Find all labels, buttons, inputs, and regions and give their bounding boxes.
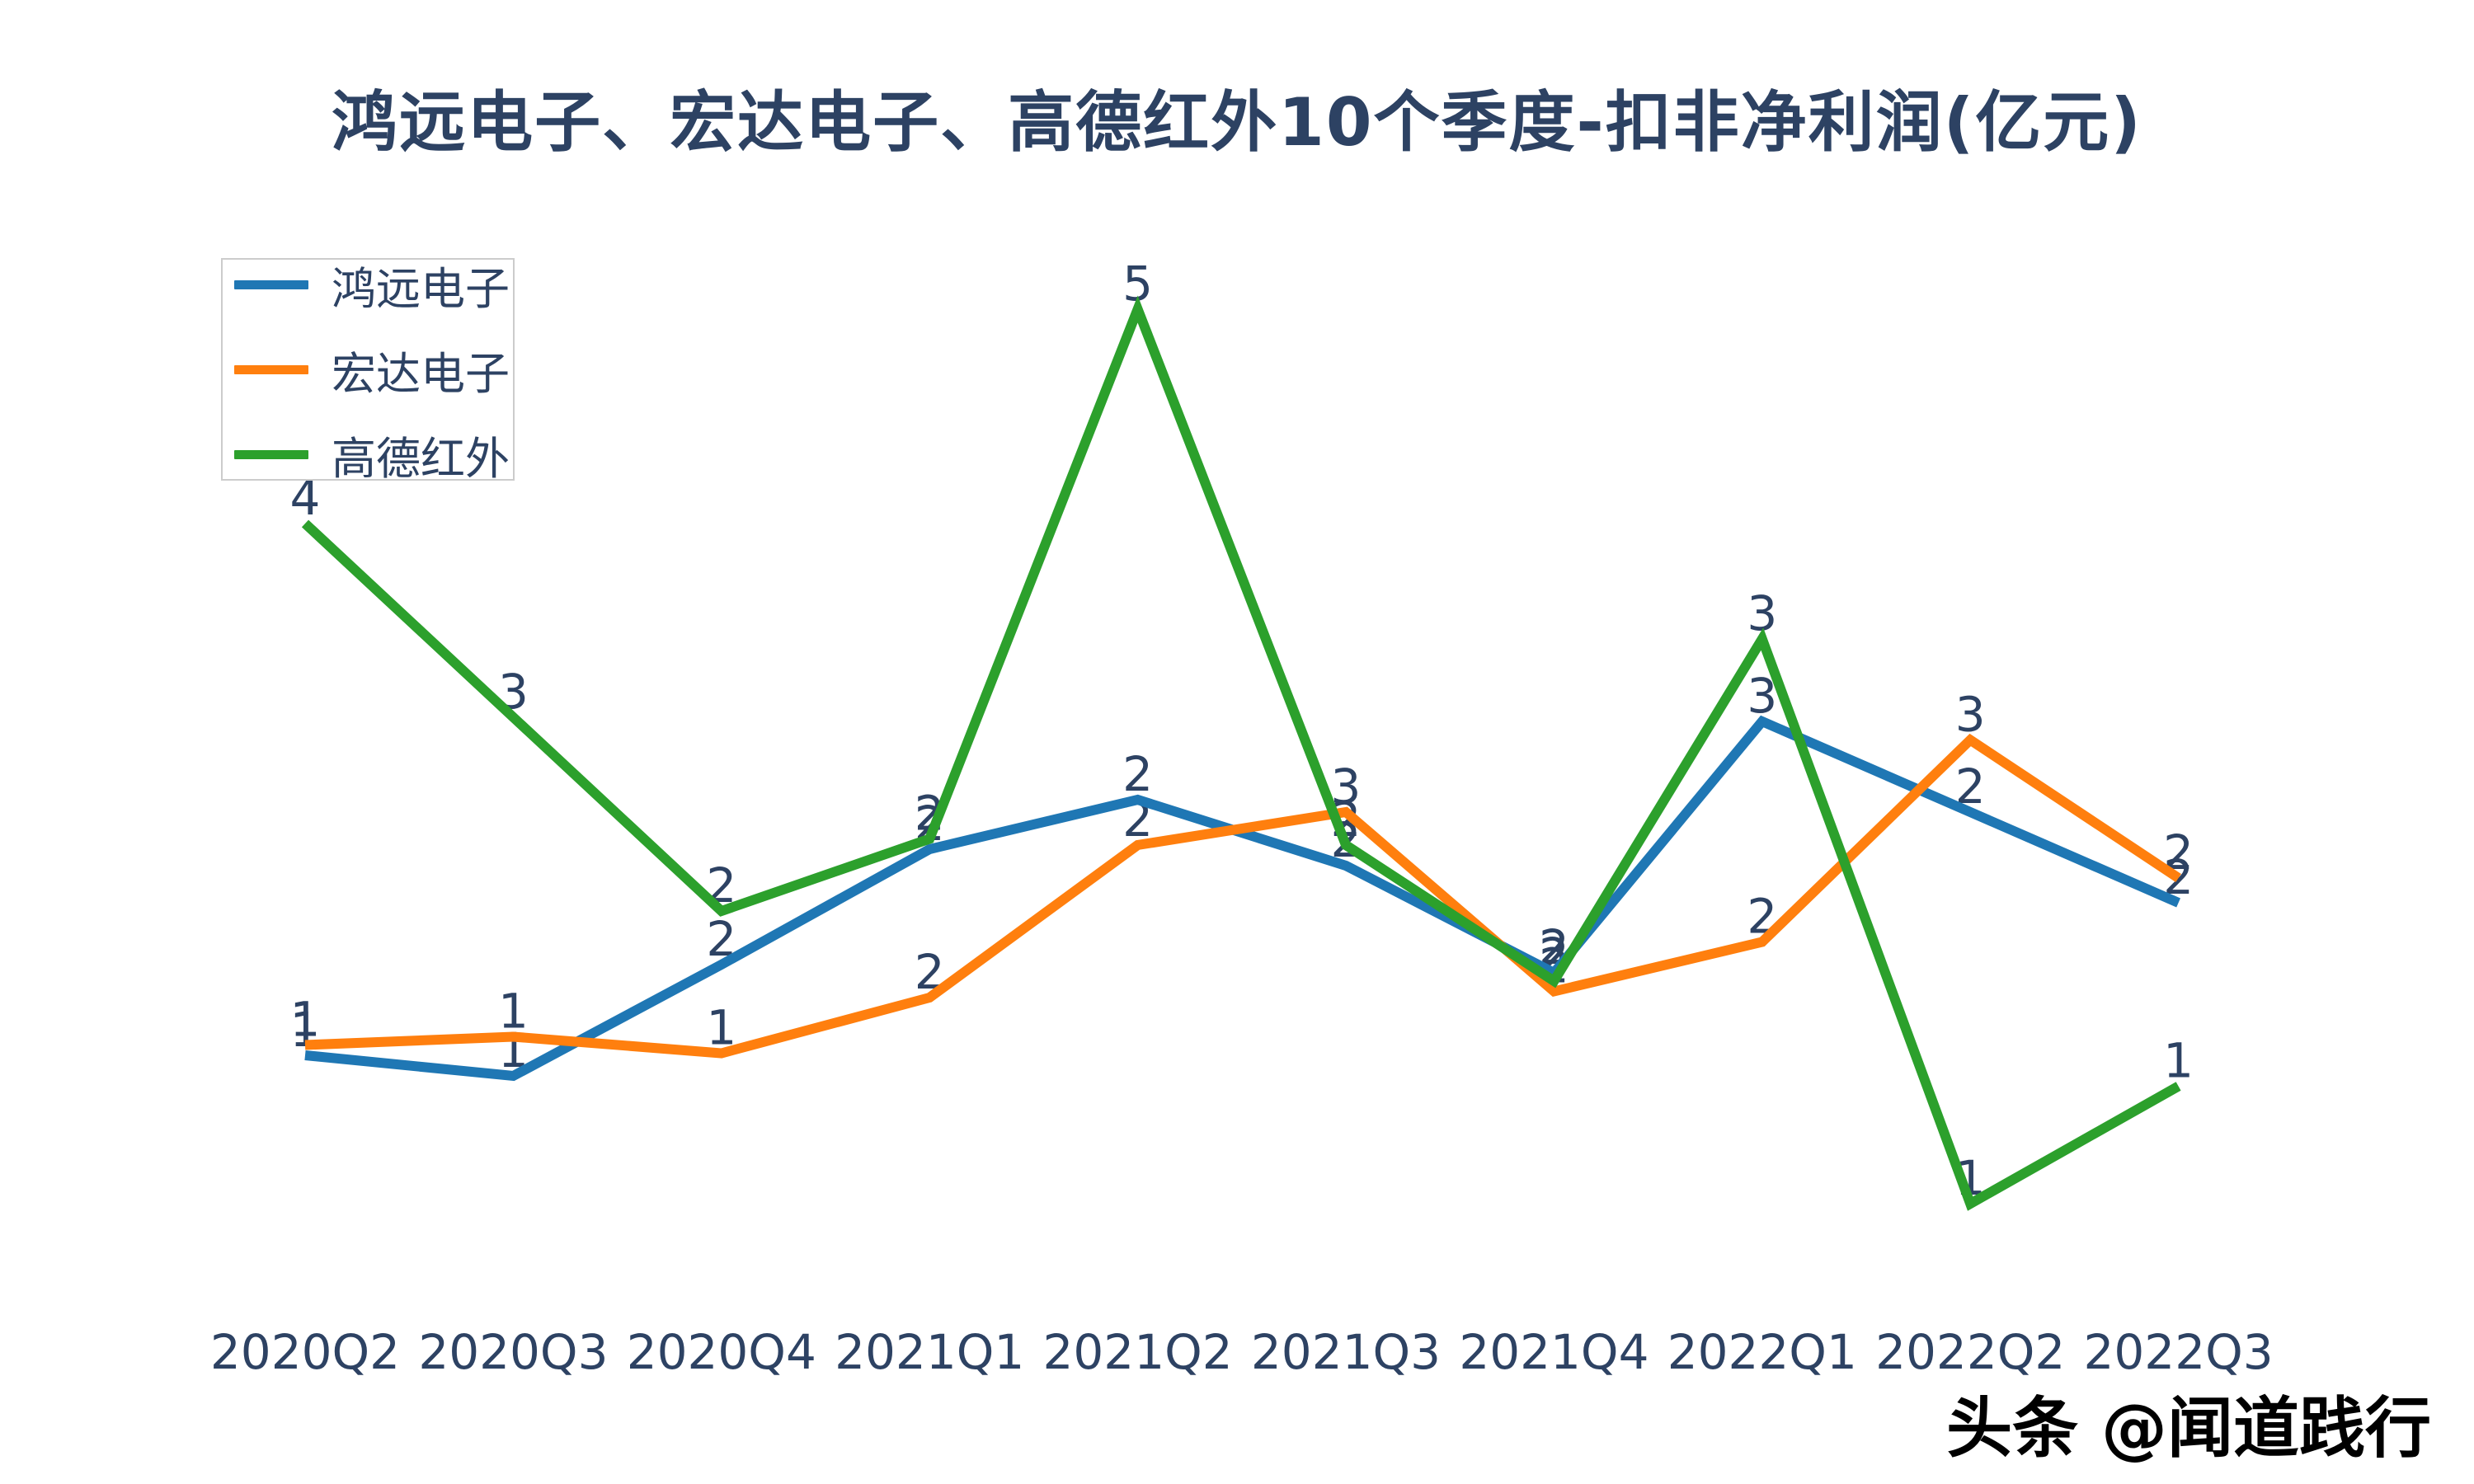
x-axis-label: 2021Q1	[835, 1324, 1024, 1380]
data-label: 3	[1955, 687, 1986, 743]
legend-line-swatch	[234, 279, 308, 289]
x-axis-label: 2022Q1	[1667, 1324, 1857, 1380]
series-line	[304, 715, 2180, 1082]
data-label: 1	[290, 992, 321, 1048]
x-axis-label: 2021Q4	[1459, 1324, 1649, 1380]
legend-item-hongyuan: 鸿远电子	[234, 252, 513, 317]
series-line	[304, 733, 2181, 1059]
data-label: 2	[1122, 746, 1153, 802]
data-label: 1	[2163, 1033, 2194, 1089]
legend-item-gaode: 高德红外	[234, 422, 513, 487]
series-line	[301, 295, 2181, 1211]
x-axis-label: 2020Q4	[627, 1324, 816, 1380]
x-axis-label: 2020Q2	[210, 1324, 400, 1380]
legend-label: 鸿远电子	[332, 262, 510, 315]
legend-label: 宏达电子	[332, 347, 510, 400]
legend-line-swatch	[234, 364, 308, 374]
legend-item-hongda: 宏达电子	[234, 337, 513, 402]
x-axis-label: 2021Q3	[1251, 1324, 1441, 1380]
legend-label: 高德红外	[332, 432, 510, 485]
data-label: 3	[1331, 758, 1362, 815]
toutiao-watermark: 头条 @闻道践行	[1946, 1390, 2431, 1467]
x-axis-label: 2020Q3	[418, 1324, 608, 1380]
chart-title: 鸿远电子、宏达电子、高德红外10个季度-扣非净利润(亿元)	[332, 84, 2142, 161]
x-axis-label: 2021Q2	[1043, 1324, 1233, 1380]
x-axis-label: 2022Q2	[1875, 1324, 2065, 1380]
data-label: 1	[498, 984, 529, 1040]
legend: 鸿远电子 宏达电子 高德红外	[221, 258, 515, 485]
x-axis-label: 2022Q3	[2084, 1324, 2274, 1380]
legend-line-swatch	[234, 449, 308, 459]
